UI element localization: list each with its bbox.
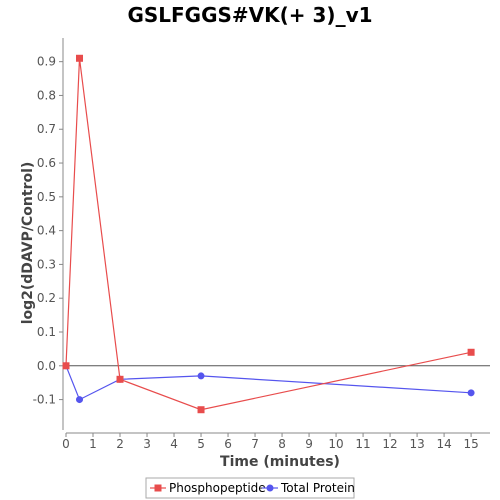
- series-line: [65, 365, 472, 401]
- legend-label: Total Protein: [280, 481, 355, 495]
- y-tick-label: -0.1: [33, 393, 56, 407]
- y-tick-label: 0.1: [37, 325, 56, 339]
- legend-label: Phosphopeptide: [169, 481, 266, 495]
- y-tick-label: 0.7: [37, 122, 56, 136]
- x-tick-label: 0: [62, 437, 70, 451]
- chart-title: GSLFGGS#VK(+ 3)_v1: [127, 3, 372, 27]
- plot-area: -0.10.00.10.20.30.40.50.60.70.80.90 1 2 3 4 5…: [33, 38, 490, 451]
- y-tick-label: 0.5: [37, 190, 56, 204]
- y-tick-label: 0.6: [37, 156, 56, 170]
- x-tick-label: 9: [305, 437, 313, 451]
- x-tick-label: 5: [197, 437, 205, 451]
- x-tick-label: 11: [355, 437, 370, 451]
- x-axis-label: Time (minutes): [220, 454, 340, 470]
- data-point-square: [76, 54, 84, 62]
- x-tick-label: 15: [463, 437, 478, 451]
- x-tick-label: 13: [409, 437, 424, 451]
- data-point-square: [467, 348, 475, 356]
- data-point-circle: [76, 396, 84, 404]
- data-point-square: [116, 375, 124, 383]
- legend-marker-square: [154, 484, 162, 492]
- data-point-square: [62, 362, 70, 370]
- x-tick-label: 6: [224, 437, 232, 451]
- x-tick-label: 1: [89, 437, 97, 451]
- x-tick-label: 7: [251, 437, 259, 451]
- x-tick-label: 10: [328, 437, 343, 451]
- x-tick-label: 12: [382, 437, 397, 451]
- y-tick-label: 0.0: [37, 359, 56, 373]
- x-tick-label: 8: [278, 437, 286, 451]
- y-tick-label: 0.2: [37, 291, 56, 305]
- data-point-circle: [197, 372, 205, 380]
- x-tick-label: 4: [170, 437, 178, 451]
- y-axis-label: log2(dDAVP/Control): [20, 162, 36, 325]
- x-tick-label: 3: [143, 437, 151, 451]
- y-tick-label: 0.3: [37, 257, 56, 271]
- y-tick-label: 0.4: [37, 224, 56, 238]
- x-tick-label: 14: [436, 437, 451, 451]
- legend-marker-circle: [266, 484, 274, 492]
- y-tick-label: 0.9: [37, 55, 56, 69]
- legend: Phosphopeptide Total Protein: [145, 477, 355, 499]
- x-tick-label: 2: [116, 437, 124, 451]
- data-point-square: [197, 406, 205, 414]
- data-point-circle: [467, 389, 475, 397]
- y-tick-label: 0.8: [37, 88, 56, 102]
- legend-box: [145, 477, 355, 499]
- series-line: [65, 58, 472, 411]
